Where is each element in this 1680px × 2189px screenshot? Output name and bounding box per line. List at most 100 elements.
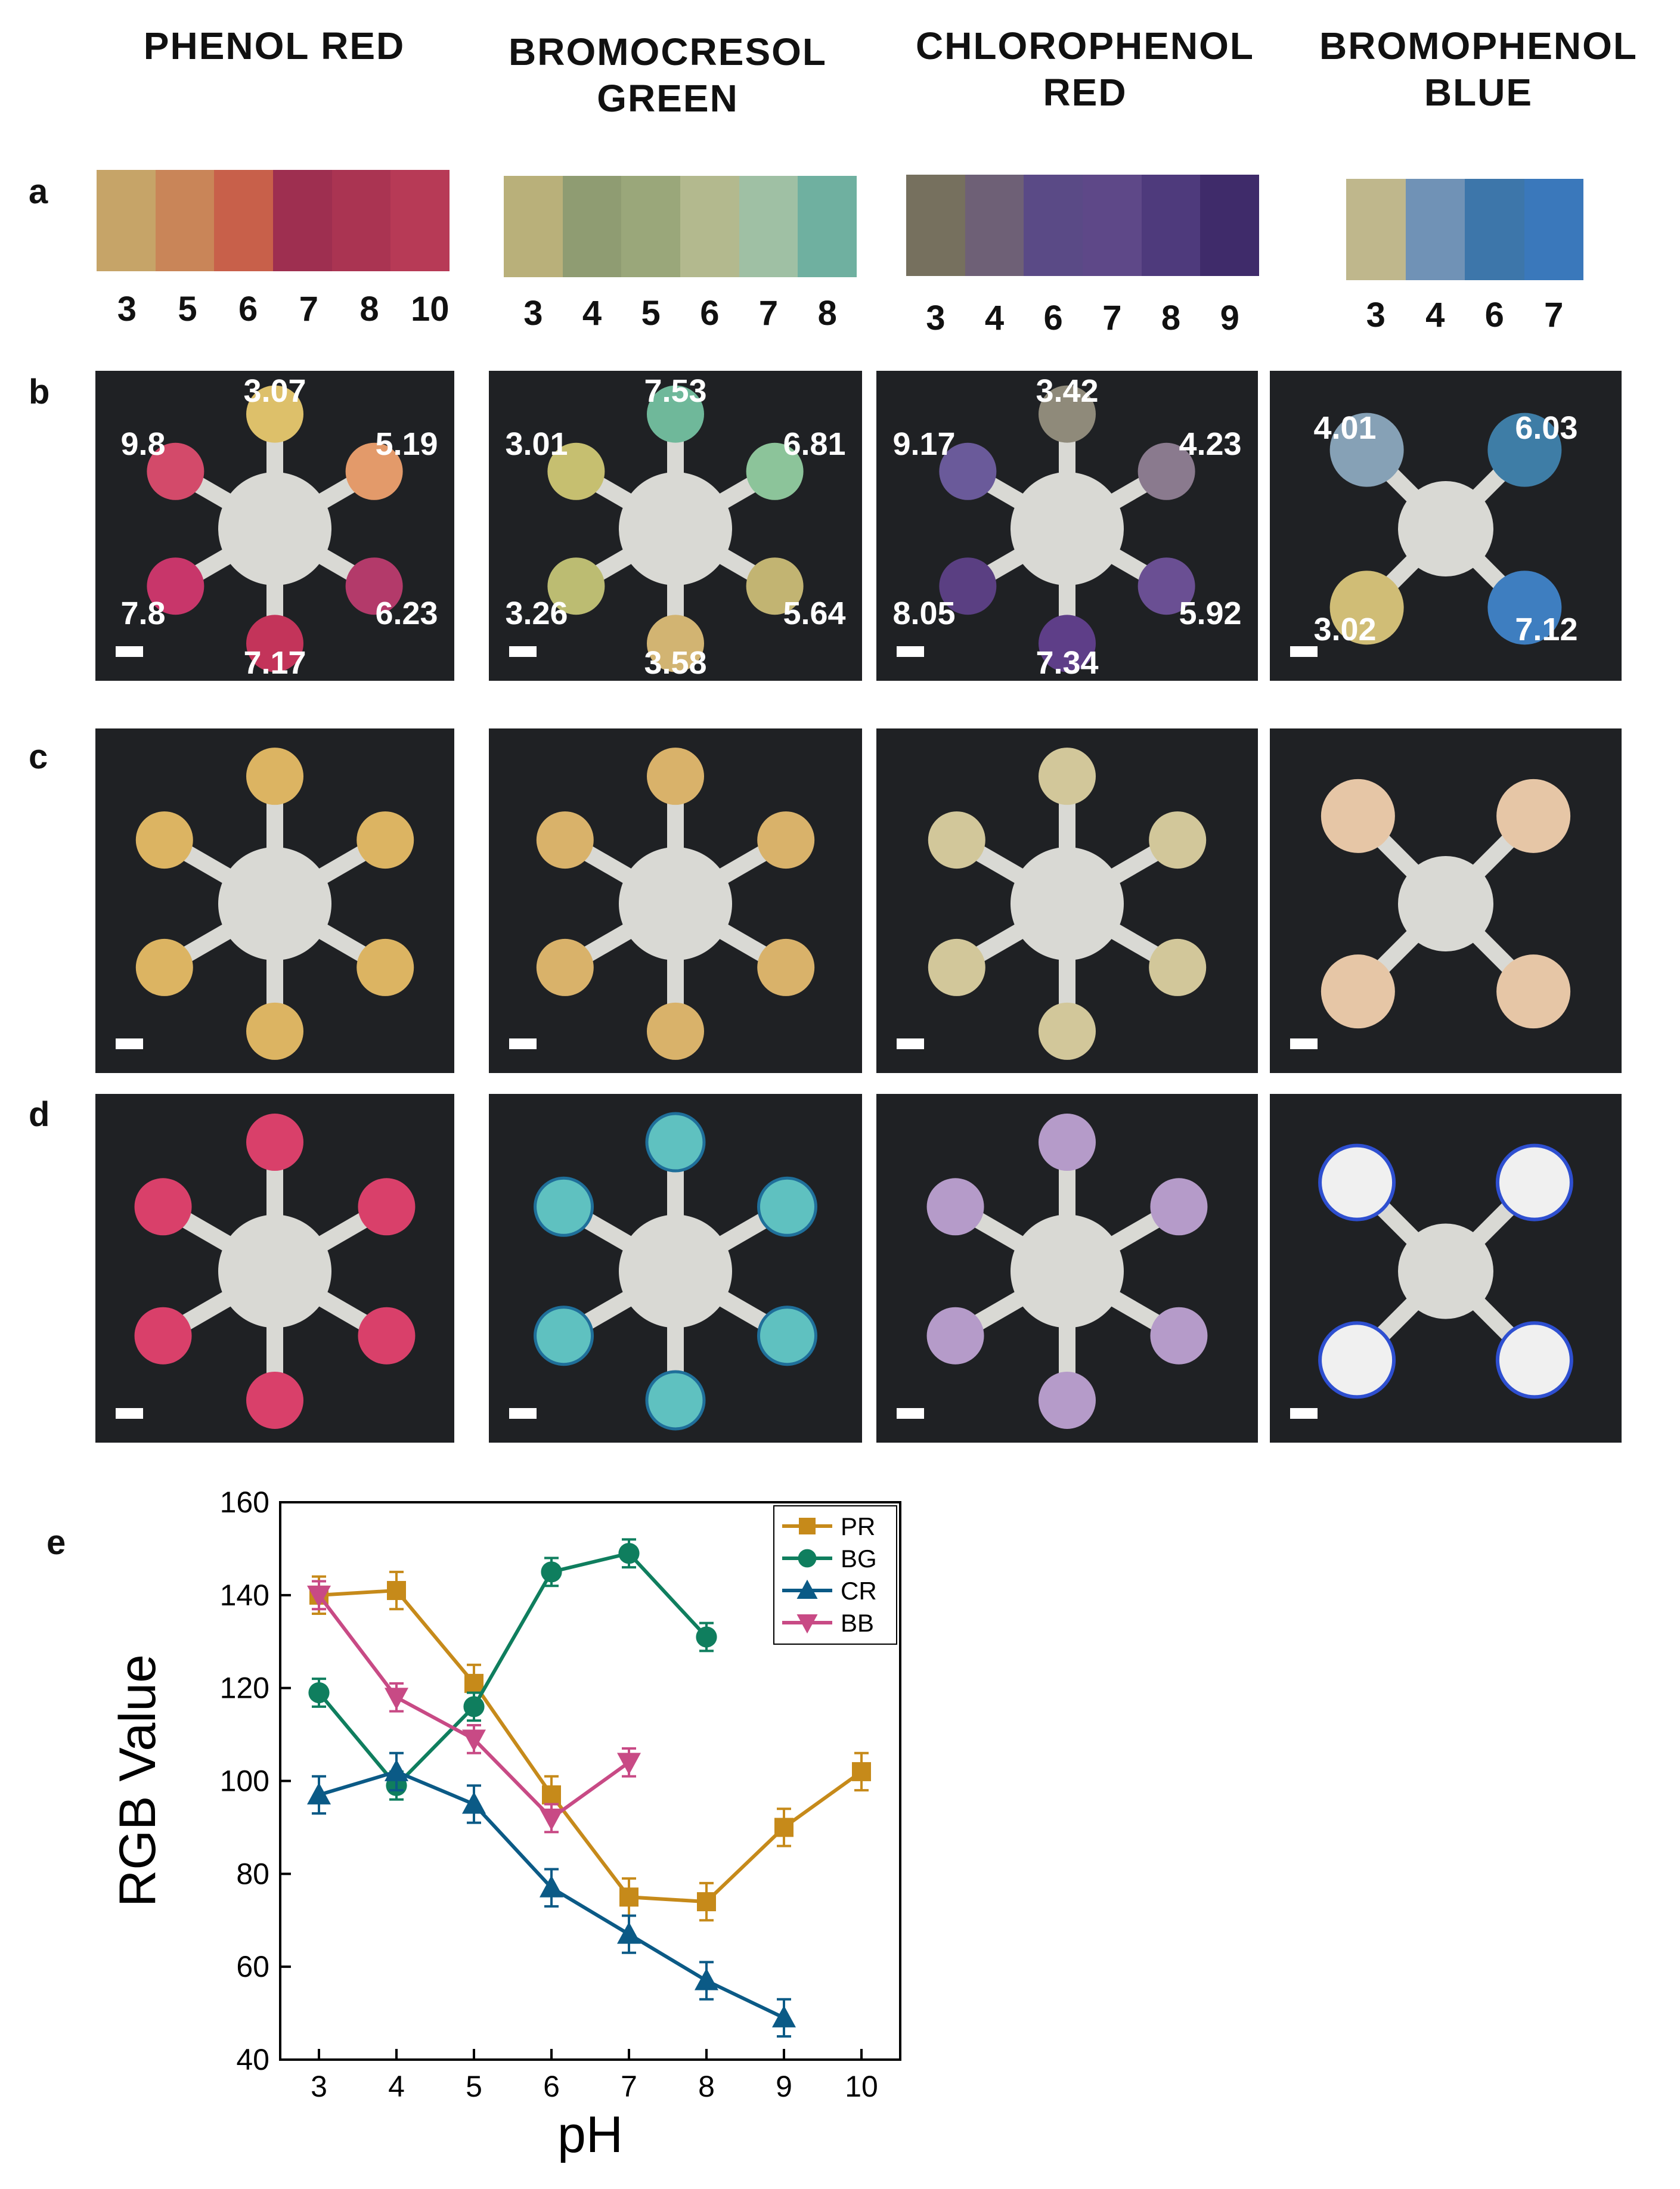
data-point [617,1753,641,1775]
legend-marker [799,1518,816,1534]
scale-bar [1290,646,1318,657]
device-photo-d-4 [1270,1094,1622,1443]
detection-zone [928,811,985,869]
x-tick-label: 4 [388,2070,405,2103]
device-photo-d-1 [95,1094,454,1443]
data-point [540,1875,563,1897]
swatch [390,170,450,271]
detection-zone [746,442,804,500]
detection-zone [647,615,704,672]
detection-zone [1496,779,1571,853]
detection-zone [647,385,704,443]
detection-zone [1495,1321,1573,1399]
scale-bar [897,646,924,657]
swatch [1083,175,1142,276]
ph-label: 3 [523,294,543,333]
ph-label: 4 [984,299,1005,337]
strip-bromocresol-green [504,176,857,277]
detection-zone [926,1307,984,1365]
swatch [273,170,332,271]
title-line: PHENOL RED [143,24,405,67]
detection-zone [1329,570,1404,645]
ph-label: 7 [299,290,318,328]
strip-phenol-red [97,170,450,271]
title-phenol-red: PHENOL RED [95,23,453,69]
ph-label: 7 [758,294,779,333]
detection-zone [1039,1371,1096,1429]
swatch [739,176,798,277]
swatch [1346,179,1406,280]
detection-zone [1318,1321,1396,1399]
detection-zone [645,1370,706,1431]
sample-inlet [1011,472,1124,585]
detection-zone [645,1112,706,1173]
detection-zone [534,1176,594,1237]
legend-label: PR [841,1512,875,1540]
detection-zone [135,938,193,996]
ph-label: 4 [1425,296,1445,334]
device-drawing [134,1114,416,1429]
scale-bar [116,1408,143,1419]
ph-value-label: 3.07 [243,373,306,409]
x-axis-label: pH [557,2106,623,2163]
device-photo-b-2: 7.53 6.81 5.64 3.58 3.26 3.01 [489,371,862,681]
sample-inlet [1398,481,1493,576]
scale-bar [116,646,143,657]
data-point [619,1887,638,1907]
ph-value-label: 9.8 [120,426,166,462]
series-line [318,1588,863,1904]
panel-letter-b: b [29,373,50,411]
device-photo-d-3 [876,1094,1258,1443]
ph-label: 7 [1544,296,1564,334]
data-point [385,1759,408,1781]
ph-value-label: 7.34 [1036,645,1099,681]
device-drawing [1321,779,1571,1029]
scale-bar [116,1038,143,1049]
detection-zone [135,811,193,869]
swatch [798,176,857,277]
ph-label: 5 [641,294,661,333]
strip-labels-phenol-red: 3 5 6 7 8 10 [97,289,460,329]
device-drawing [147,385,403,672]
ph-label: 6 [700,294,720,333]
scale-bar [1290,1408,1318,1419]
swatch [1141,175,1201,276]
ph-value-label: 3.42 [1036,373,1099,409]
detection-zone [1496,954,1571,1029]
data-point [696,1626,717,1648]
detection-zone [246,1371,303,1429]
detection-zone [357,938,414,996]
detection-zone [1039,385,1096,443]
x-tick-label: 3 [311,2070,327,2103]
detection-zone [147,442,204,500]
title-line: BROMOPHENOL [1319,24,1638,67]
sample-inlet [218,472,331,585]
x-tick-label: 8 [698,2070,715,2103]
strip-bromophenol-blue [1346,179,1583,280]
ph-label: 8 [1161,299,1181,337]
device-photo-d-2 [489,1094,862,1443]
device-drawing [534,1112,817,1431]
detection-zone [647,748,704,805]
ph-label: 5 [178,290,197,328]
sample-inlet [218,1214,331,1328]
legend-label: BG [841,1545,877,1573]
legend-label: CR [841,1577,877,1605]
data-point [387,1581,406,1601]
ph-value-label: 3.26 [505,596,568,632]
ph-label: 6 [1484,296,1504,334]
scale-bar [897,1038,924,1049]
title-chlorophenol-red: CHLOROPHENOL RED [888,23,1282,116]
y-tick-label: 140 [220,1579,269,1612]
x-tick-label: 5 [466,2070,482,2103]
data-point [463,1696,485,1717]
detection-zone [1039,615,1096,672]
detection-zone [1039,748,1096,805]
swatch [155,170,215,271]
swatch [504,176,563,277]
data-point [542,1785,561,1804]
ph-value-label: 4.23 [1179,426,1242,462]
data-point [307,1585,331,1608]
detection-zone [1149,811,1207,869]
